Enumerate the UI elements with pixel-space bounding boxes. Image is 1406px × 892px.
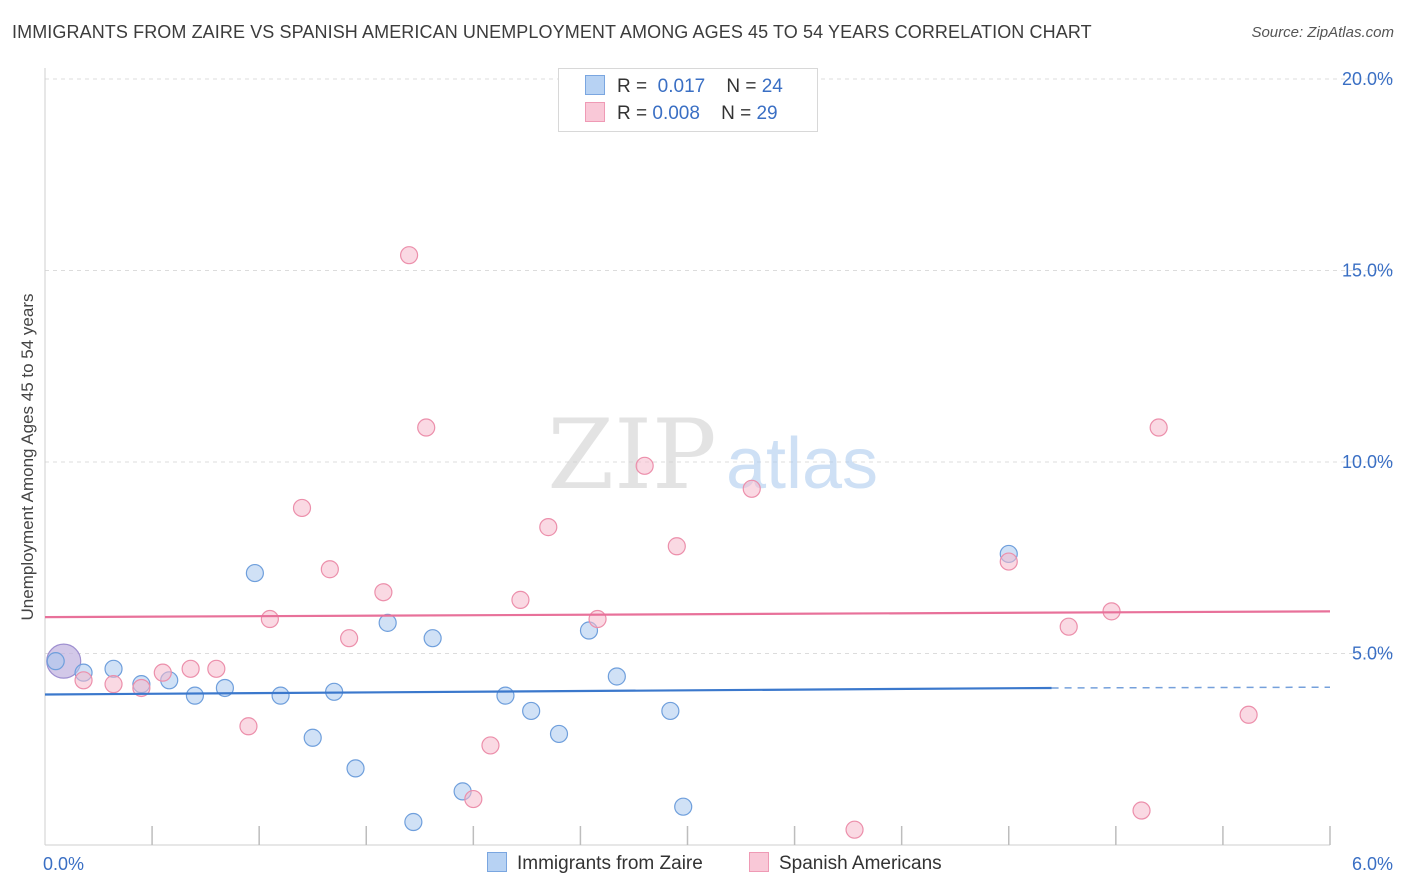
zaire-trend-line: [44, 686, 1052, 696]
axes: [44, 68, 1331, 846]
zaire-point: [674, 797, 693, 816]
spanish-point: [374, 583, 393, 602]
zaire-point: [404, 812, 423, 832]
spanish-point: [1132, 801, 1151, 820]
spanish-point: [320, 560, 339, 579]
zaire-point: [303, 728, 322, 747]
watermark: ZIP atlas: [547, 399, 878, 511]
zaire-point: [271, 686, 290, 705]
zaire-trend-extension: [1051, 686, 1331, 689]
zaire-point: [423, 629, 442, 648]
zaire-point: [46, 652, 65, 671]
y-tick-label: 10.0%: [1342, 452, 1393, 472]
zaire-point: [661, 701, 680, 721]
trend-lines: [44, 610, 1331, 696]
source-label: Source: ZipAtlas.com: [1251, 24, 1394, 41]
y-tick-label: 5.0%: [1352, 644, 1393, 664]
zaire-point: [185, 686, 205, 705]
tick-labels: 5.0% 10.0% 15.0% 20.0% 0.0% 6.0%: [43, 69, 1393, 874]
spanish-point: [481, 736, 500, 755]
spanish-point: [104, 675, 123, 694]
zaire-point: [245, 563, 264, 583]
legend-r-label: R =: [617, 103, 648, 124]
spanish-trend-line: [44, 610, 1331, 619]
legend-n-value: 24: [761, 76, 783, 97]
legend-r-label: R =: [617, 76, 648, 97]
spanish-point: [292, 498, 312, 518]
spanish-point: [181, 659, 200, 678]
x-tick-label: 6.0%: [1352, 854, 1393, 874]
spanish-point: [511, 590, 530, 609]
gridlines: [45, 78, 1395, 654]
bottom-legend-swatch-blue: [487, 852, 507, 872]
spanish-point: [417, 418, 436, 437]
spanish-point: [635, 456, 654, 475]
legend-r-value: 0.008: [652, 103, 700, 124]
legend-swatch-blue: [585, 75, 605, 95]
spanish-point: [845, 820, 864, 839]
legend-swatch-pink: [585, 102, 605, 122]
spanish-point: [340, 629, 359, 648]
y-tick-label: 20.0%: [1342, 69, 1393, 89]
bottom-legend-spanish: Spanish Americans: [749, 852, 942, 875]
x-tick-label: 0.0%: [43, 854, 84, 874]
bottom-legend-zaire: Immigrants from Zaire: [487, 852, 703, 875]
bottom-legend-label-zaire: Immigrants from Zaire: [517, 853, 703, 874]
spanish-point: [207, 659, 226, 678]
zaire-point: [496, 686, 515, 705]
spanish-point: [999, 552, 1018, 571]
data-points: [46, 246, 1258, 839]
spanish-point: [1239, 705, 1258, 724]
legend-n-value: 29: [756, 103, 778, 124]
chart-title: IMMIGRANTS FROM ZAIRE VS SPANISH AMERICA…: [12, 22, 1092, 42]
spanish-point: [1149, 418, 1168, 437]
zaire-point: [346, 759, 365, 778]
spanish-point: [588, 609, 607, 629]
zaire-point: [549, 724, 569, 744]
spanish-point: [399, 246, 419, 265]
spanish-point: [260, 609, 279, 629]
bottom-legend-swatch-pink: [749, 852, 769, 872]
zaire-point: [522, 701, 541, 721]
bottom-legend-label-spanish: Spanish Americans: [779, 853, 942, 874]
spanish-point: [464, 789, 483, 809]
legend-row-zaire: R = 0.017 N = 24: [585, 75, 783, 101]
legend-n-label: N =: [726, 76, 757, 97]
spanish-point: [1059, 617, 1078, 636]
zaire-point: [378, 613, 397, 632]
zaire-point: [104, 659, 123, 678]
spanish-point: [132, 678, 151, 698]
watermark-zip: ZIP: [547, 399, 716, 511]
spanish-point: [667, 537, 686, 556]
stats-legend: R = 0.017 N = 24 R = 0.008 N = 29: [558, 68, 818, 132]
spanish-point: [239, 717, 258, 736]
spanish-point: [742, 479, 761, 498]
legend-n-label: N =: [721, 103, 752, 124]
spanish-point: [539, 518, 558, 537]
y-tick-label: 15.0%: [1342, 261, 1393, 281]
legend-row-spanish: R = 0.008 N = 29: [585, 102, 778, 128]
spanish-point: [74, 671, 93, 690]
spanish-point: [153, 663, 172, 682]
zaire-point: [607, 667, 626, 686]
legend-r-value: 0.017: [657, 76, 706, 97]
